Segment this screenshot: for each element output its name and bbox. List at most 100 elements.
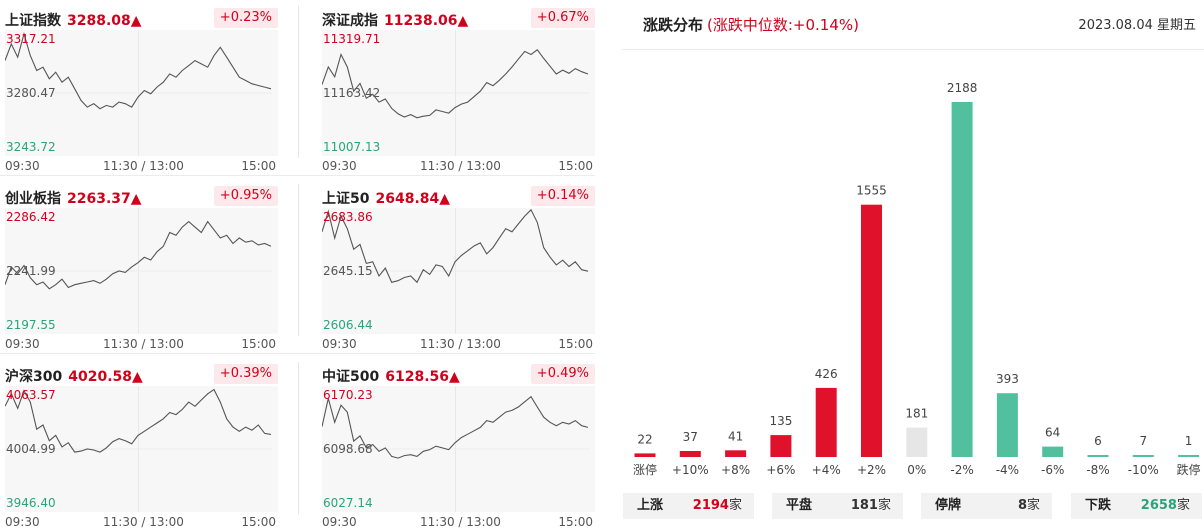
summary-unit: 家: [728, 498, 742, 513]
index-value-number: 11238.06: [384, 13, 458, 29]
index-header: 深证成指 11238.06▲ +0.67%: [322, 8, 595, 30]
intraday-plot: [322, 386, 589, 512]
index-header: 创业板指 2263.37▲ +0.95%: [5, 186, 278, 208]
y-axis-mid: 11163.42: [323, 86, 381, 100]
intraday-plot: [5, 208, 272, 334]
index-value-number: 4020.58: [68, 369, 132, 385]
bar--8%[interactable]: [1087, 455, 1109, 457]
bar--4%[interactable]: [996, 393, 1018, 457]
change-badge: +0.14%: [530, 186, 595, 206]
summary-rise[interactable]: 上涨 2194家: [623, 493, 754, 519]
summary-value: 2194家: [693, 493, 742, 519]
index-card-sz[interactable]: 深证成指 11238.06▲ +0.67% 11319.71 11163.42 11007…: [322, 8, 595, 174]
intraday-chart[interactable]: 6170.23 6098.68 6027.14: [322, 386, 595, 512]
summary-flat[interactable]: 平盘 181家: [772, 493, 903, 519]
index-card-hs300[interactable]: 沪深300 4020.58▲ +0.39% 4063.57 4004.99 3946.40…: [5, 364, 278, 530]
divider: [298, 362, 299, 514]
bar-value-label: 64: [1045, 426, 1060, 440]
divider: [622, 49, 1204, 50]
index-header: 上证指数 3288.08▲ +0.23%: [5, 8, 278, 30]
bar-+4%[interactable]: [815, 387, 837, 457]
intraday-plot: [5, 30, 272, 156]
y-axis-high: 2683.86: [323, 210, 373, 224]
intraday-chart[interactable]: 2286.42 2241.99 2197.55: [5, 208, 278, 334]
index-header: 沪深300 4020.58▲ +0.39%: [5, 364, 278, 386]
x-tick-start: 09:30: [5, 159, 40, 173]
index-value: 3288.08▲: [67, 13, 142, 29]
index-header: 中证500 6128.56▲ +0.49%: [322, 364, 595, 386]
up-arrow-icon: ▲: [130, 13, 142, 29]
summary-fall[interactable]: 下跌 2658家: [1071, 493, 1202, 519]
intraday-chart[interactable]: 11319.71 11163.42 11007.13: [322, 30, 595, 156]
bar-+8%[interactable]: [725, 450, 747, 457]
summary-suspended[interactable]: 停牌 8家: [921, 493, 1052, 519]
summary-count: 8: [1017, 498, 1027, 513]
distribution-title-text: 涨跌分布: [643, 16, 704, 34]
distribution-title: 涨跌分布 (涨跌中位数:+0.14%): [643, 14, 859, 35]
summary-count: 2658: [1140, 498, 1177, 513]
intraday-chart[interactable]: 2683.86 2645.15 2606.44: [322, 208, 595, 334]
trade-date: 2023.08.04 星期五: [1078, 18, 1196, 33]
index-card-zz500[interactable]: 中证500 6128.56▲ +0.49% 6170.23 6098.68 6027.14…: [322, 364, 595, 530]
x-tick-mid: 11:30 / 13:00: [420, 159, 501, 173]
index-name: 创业板指 2263.37▲: [5, 188, 142, 208]
bar-涨停[interactable]: [634, 453, 656, 457]
y-axis-low: 3946.40: [6, 496, 56, 510]
bar-跌停[interactable]: [1178, 455, 1200, 457]
category-label: 涨停: [633, 462, 657, 477]
bar--10%[interactable]: [1132, 455, 1154, 457]
x-tick-end: 15:00: [241, 159, 276, 173]
index-name: 中证500 6128.56▲: [322, 366, 460, 386]
y-axis-low: 2197.55: [6, 318, 56, 332]
x-tick-end: 15:00: [558, 159, 593, 173]
index-value: 2263.37▲: [67, 191, 142, 207]
index-name-text: 上证指数: [5, 13, 61, 29]
y-axis-high: 6170.23: [323, 388, 373, 402]
category-label: +4%: [812, 463, 841, 477]
summary-value: 8家: [1018, 493, 1040, 519]
price-line: [5, 31, 272, 110]
bar-+6%[interactable]: [770, 435, 792, 457]
index-name-text: 上证50: [322, 191, 370, 207]
up-arrow-icon: ▲: [439, 191, 451, 207]
bar--2%[interactable]: [951, 102, 973, 457]
intraday-chart[interactable]: 3317.21 3280.47 3243.72: [5, 30, 278, 156]
divider: [298, 184, 299, 336]
bar-value-label: 2188: [947, 81, 978, 95]
intraday-chart[interactable]: 4063.57 4004.99 3946.40: [5, 386, 278, 512]
bar-value-label: 135: [769, 414, 792, 428]
bar-value-label: 6: [1094, 434, 1102, 448]
change-badge: +0.67%: [530, 8, 595, 28]
index-name-text: 沪深300: [5, 369, 63, 385]
index-card-sz50[interactable]: 上证50 2648.84▲ +0.14% 2683.86 2645.15 2606.44 0…: [322, 186, 595, 352]
summary-unit: 家: [1026, 498, 1040, 513]
x-tick-end: 15:00: [558, 515, 593, 529]
category-label: -6%: [1041, 463, 1064, 477]
y-axis-low: 3243.72: [6, 140, 56, 154]
index-name-text: 深证成指: [322, 13, 378, 29]
bar-0%[interactable]: [906, 427, 928, 457]
summary-value: 181家: [851, 493, 891, 519]
x-tick-start: 09:30: [5, 337, 40, 351]
y-axis-low: 2606.44: [323, 318, 373, 332]
x-tick-mid: 11:30 / 13:00: [103, 515, 184, 529]
index-name: 沪深300 4020.58▲: [5, 366, 143, 386]
change-badge: +0.95%: [213, 186, 278, 206]
bar-value-label: 1: [1185, 434, 1193, 448]
intraday-plot: [5, 386, 272, 512]
price-line: [322, 395, 589, 459]
index-value: 6128.56▲: [385, 369, 460, 385]
price-line: [322, 49, 589, 119]
y-axis-mid: 3280.47: [6, 86, 56, 100]
index-card-cyb[interactable]: 创业板指 2263.37▲ +0.95% 2286.42 2241.99 2197.55 0…: [5, 186, 278, 352]
bar-+10%[interactable]: [679, 451, 701, 457]
index-card-sh[interactable]: 上证指数 3288.08▲ +0.23% 3317.21 3280.47 3243.72 0…: [5, 8, 278, 174]
bar--6%[interactable]: [1042, 446, 1064, 457]
bar-+2%[interactable]: [861, 204, 882, 457]
bar-value-label: 37: [683, 430, 698, 444]
x-axis: 09:30 11:30 / 13:00 15:00: [5, 337, 278, 351]
y-axis-mid: 2241.99: [6, 264, 56, 278]
x-axis: 09:30 11:30 / 13:00 15:00: [5, 515, 278, 529]
summary-count: 2194: [692, 498, 729, 513]
summary-label: 下跌: [1085, 498, 1112, 513]
